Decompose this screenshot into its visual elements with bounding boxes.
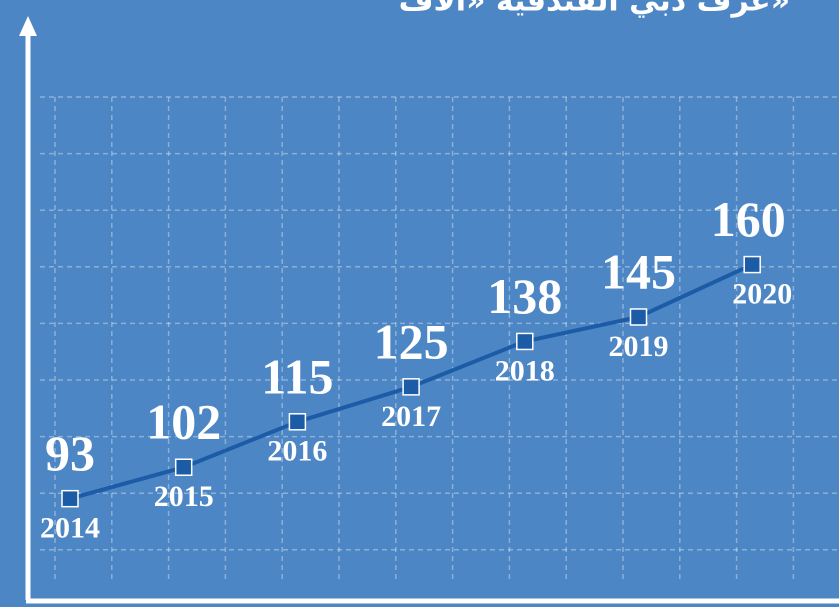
x-tick-label: 2016 (267, 435, 327, 468)
data-label: 160 (711, 191, 786, 247)
x-tick-label: 2014 (40, 512, 100, 545)
point (629, 308, 648, 326)
point (516, 332, 534, 351)
x-tick-label: 2020 (732, 277, 792, 310)
point (402, 378, 420, 396)
x-tick-label: 2017 (381, 400, 441, 433)
point (743, 255, 761, 274)
data-label: 138 (487, 268, 562, 324)
point (174, 458, 193, 476)
x-tick-label: 2019 (609, 330, 669, 363)
chart-title: غرف دبي الفندقية «آلاف» (399, 0, 790, 19)
data-label: 125 (374, 313, 449, 369)
point (288, 413, 307, 431)
point (61, 489, 79, 508)
data-label: 102 (146, 394, 221, 450)
data-label: 145 (601, 243, 676, 299)
data-label: 93 (45, 425, 95, 481)
grid (40, 96, 839, 580)
y-axis-arrow (19, 16, 37, 36)
data-label: 115 (261, 348, 333, 404)
x-tick-label: 2015 (154, 480, 214, 513)
x-tick-label: 2018 (495, 354, 555, 387)
